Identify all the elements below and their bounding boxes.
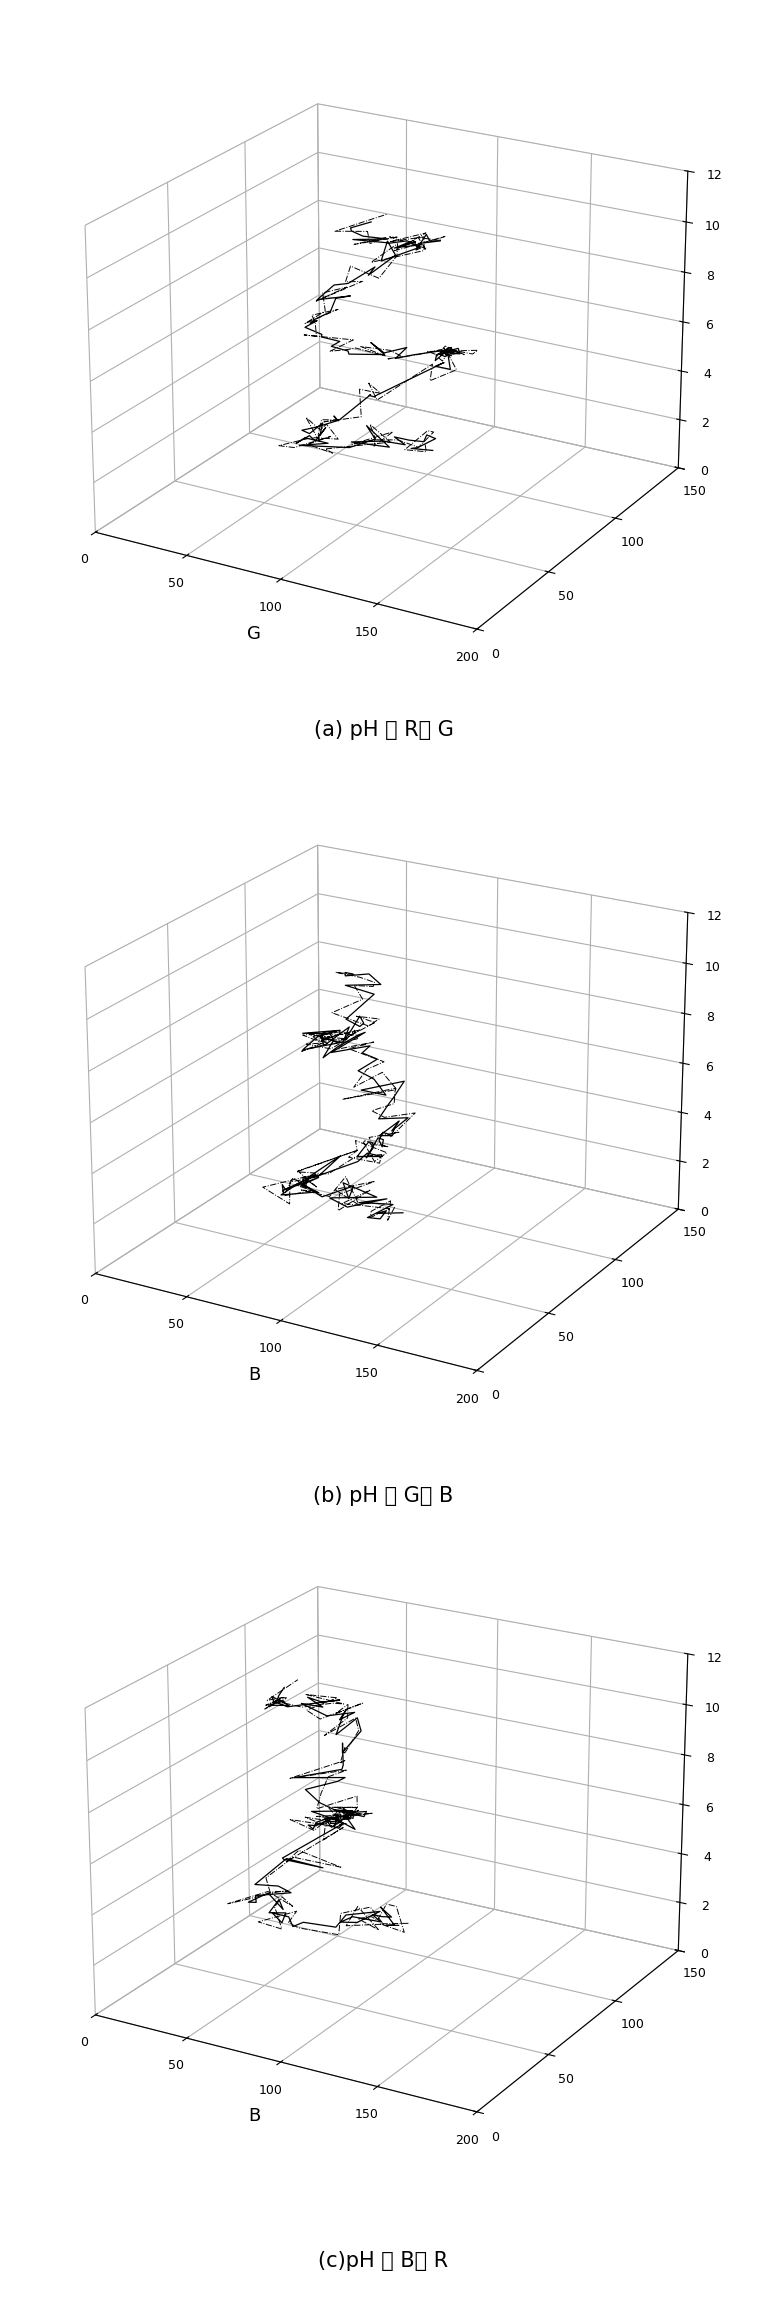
Text: (a) pH 与 R， G: (a) pH 与 R， G [314,721,453,740]
X-axis label: B: B [248,2108,260,2127]
X-axis label: B: B [248,1366,260,1384]
Text: (c)pH 与 B， R: (c)pH 与 B， R [318,2252,449,2270]
Text: (b) pH 与 G， B: (b) pH 与 G， B [314,1486,453,1505]
X-axis label: G: G [247,624,261,642]
